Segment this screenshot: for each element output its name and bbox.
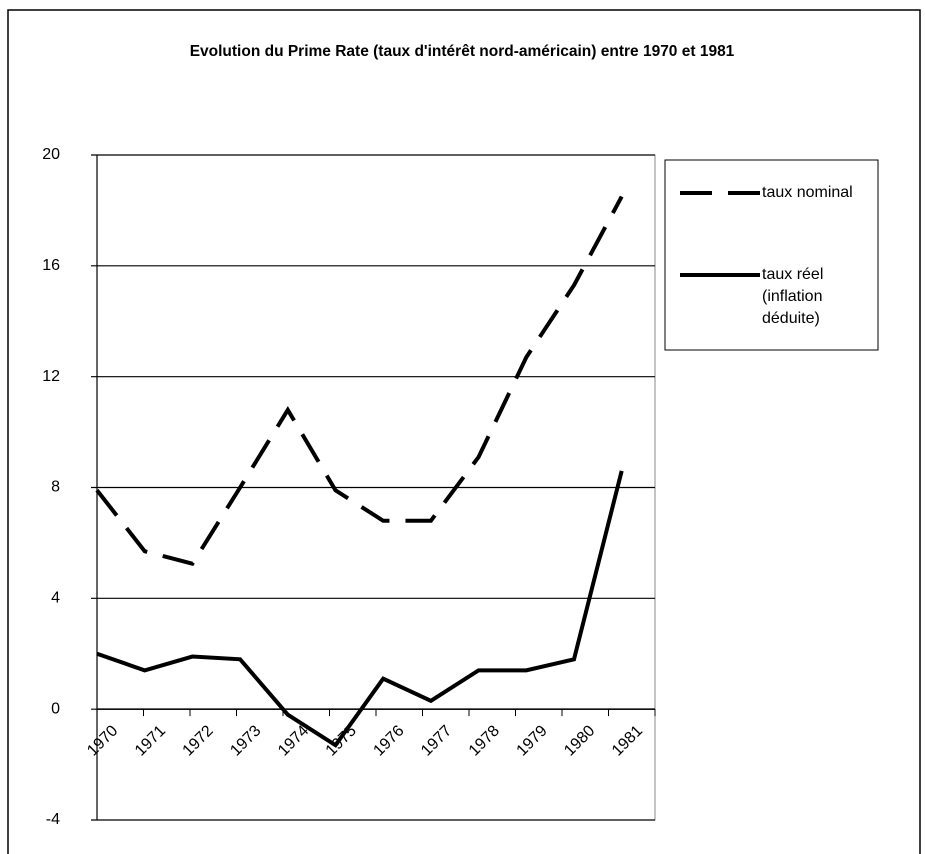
y-tick-label: 16 (42, 257, 60, 274)
x-tick-label: 1980 (561, 722, 598, 759)
y-tick-label: 0 (51, 700, 60, 717)
x-tick-label: 1978 (466, 722, 503, 759)
y-tick-label: 20 (42, 146, 60, 163)
x-tick-label: 1981 (609, 722, 646, 759)
y-tick-label: 4 (51, 590, 60, 607)
x-tick-label: 1970 (84, 722, 121, 759)
x-tick-label: 1971 (132, 722, 169, 759)
x-tick-label: 1977 (418, 722, 455, 759)
y-tick-label: 8 (51, 479, 60, 496)
x-tick-label: 1979 (514, 722, 551, 759)
y-tick-label: 12 (42, 368, 60, 385)
x-tick-label: 1976 (370, 722, 407, 759)
series-line (95, 195, 624, 567)
y-tick-label: -4 (46, 811, 60, 828)
chart-frame (7, 9, 921, 854)
x-tick-label: 1972 (180, 722, 217, 759)
x-tick-label: 1973 (227, 722, 264, 759)
chart-title: Evolution du Prime Rate (taux d'intérêt … (190, 43, 735, 60)
legend-label: taux nominal (762, 184, 853, 201)
series-line (96, 470, 624, 748)
legend-label: taux réel (inflation déduite) (762, 266, 824, 327)
